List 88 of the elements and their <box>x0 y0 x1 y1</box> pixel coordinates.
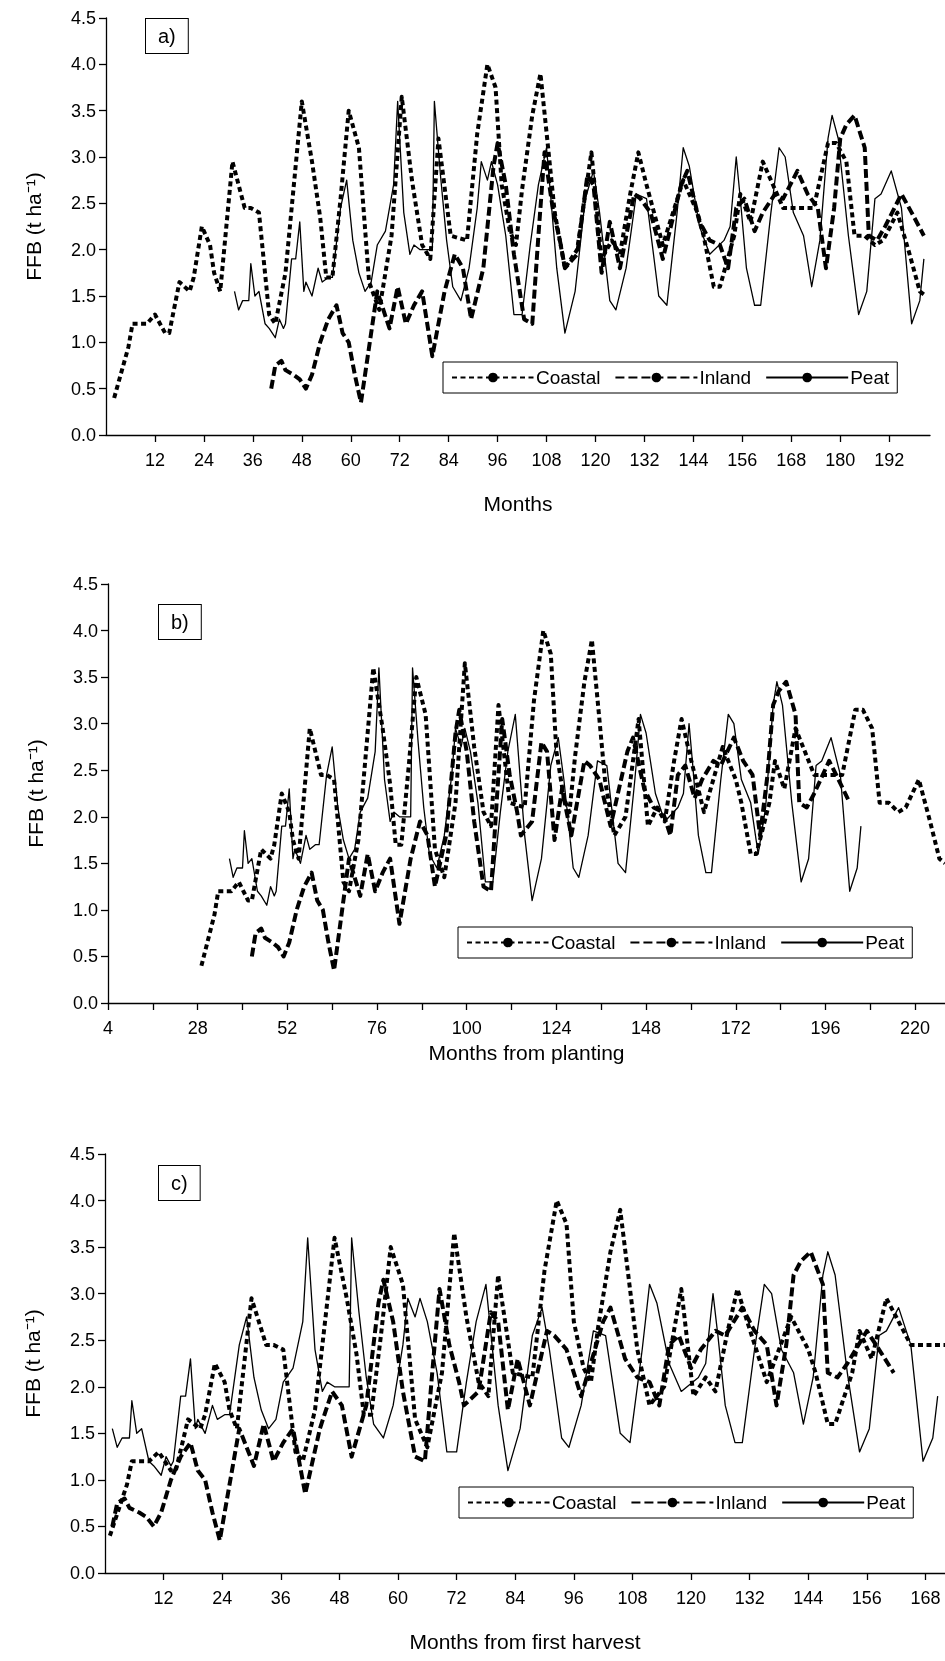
x-tick-label: 96 <box>487 450 508 470</box>
x-tick-label: 156 <box>851 1588 882 1608</box>
x-tick-label: 108 <box>531 450 562 470</box>
x-tick-label: 60 <box>340 450 361 470</box>
x-tick-label: 36 <box>242 450 263 470</box>
x-tick-label: 52 <box>277 1018 298 1038</box>
x-tick-label: 12 <box>153 1588 174 1608</box>
x-tick-label: 120 <box>580 450 611 470</box>
x-axis-title: Months <box>483 492 553 515</box>
x-tick-label: 72 <box>389 450 410 470</box>
x-tick-label: 144 <box>793 1588 824 1608</box>
x-tick-label: 144 <box>678 450 709 470</box>
y-tick-label: 0.0 <box>69 1563 95 1583</box>
y-tick-label: 3.5 <box>70 100 96 121</box>
x-axis-title: Months from first harvest <box>409 1630 641 1653</box>
legend-label: Coastal <box>552 1492 617 1513</box>
x-tick-label: 76 <box>367 1018 388 1038</box>
y-tick-label: 1.0 <box>72 899 98 920</box>
y-tick-label: 0.5 <box>72 946 98 967</box>
y-tick-label: 3.5 <box>72 667 98 688</box>
y-tick-label: 0.5 <box>69 1516 95 1537</box>
y-tick-label: 3.5 <box>69 1237 95 1258</box>
x-tick-label: 220 <box>900 1018 931 1038</box>
y-axis-title: FFB (t ha⁻¹) <box>24 739 47 848</box>
x-tick-label: 60 <box>388 1588 409 1608</box>
x-tick-label: 84 <box>505 1588 526 1608</box>
x-tick-label: 156 <box>727 450 758 470</box>
y-tick-label: 4.0 <box>72 620 98 641</box>
annotation: b) <box>171 611 189 633</box>
y-tick-label: 4.0 <box>70 54 96 75</box>
y-tick-label: 2.0 <box>72 806 98 827</box>
x-tick-label: 148 <box>631 1018 662 1038</box>
y-tick-label: 2.0 <box>69 1376 95 1397</box>
x-tick-label: 172 <box>720 1018 751 1038</box>
y-tick-label: 2.5 <box>72 760 98 781</box>
x-tick-label: 48 <box>329 1588 350 1608</box>
x-tick-label: 36 <box>270 1588 291 1608</box>
x-axis-title: Months from planting <box>428 1040 625 1064</box>
x-tick-label: 48 <box>291 450 312 470</box>
y-tick-label: 1.5 <box>72 853 98 874</box>
annotation: c) <box>171 1172 188 1194</box>
x-tick-label: 24 <box>193 450 214 470</box>
y-tick-label: 2.5 <box>70 193 96 214</box>
x-tick-label: 124 <box>541 1018 572 1038</box>
legend-label: Inland <box>699 367 752 388</box>
y-tick-label: 4.5 <box>70 8 96 28</box>
x-tick-label: 12 <box>144 450 165 470</box>
y-tick-label: 1.0 <box>69 1469 95 1490</box>
y-axis-title: FFB (t ha⁻¹) <box>22 172 45 281</box>
legend-label: Coastal <box>551 932 616 953</box>
legend-label: Peat <box>850 367 890 388</box>
y-tick-label: 2.0 <box>70 239 96 260</box>
y-tick-label: 3.0 <box>69 1283 95 1304</box>
x-tick-label: 120 <box>676 1588 707 1608</box>
legend-label: Inland <box>714 932 767 953</box>
x-tick-label: 196 <box>810 1018 841 1038</box>
annotation: a) <box>158 25 176 47</box>
x-tick-label: 180 <box>825 450 856 470</box>
y-tick-label: 4.0 <box>69 1190 95 1211</box>
x-tick-label: 96 <box>563 1588 584 1608</box>
x-tick-label: 192 <box>874 450 905 470</box>
y-tick-label: 0.5 <box>70 378 96 399</box>
x-tick-label: 72 <box>446 1588 467 1608</box>
x-tick-label: 28 <box>187 1018 208 1038</box>
x-tick-label: 168 <box>776 450 807 470</box>
y-tick-label: 4.5 <box>72 574 98 594</box>
y-tick-label: 1.0 <box>70 332 96 353</box>
y-tick-label: 3.0 <box>72 713 98 734</box>
y-tick-label: 3.0 <box>70 147 96 167</box>
y-tick-label: 1.5 <box>70 286 96 306</box>
x-tick-label: 168 <box>910 1588 941 1608</box>
x-tick-label: 132 <box>734 1588 765 1608</box>
y-tick-label: 2.5 <box>69 1330 95 1351</box>
y-axis-title: FFB (t ha⁻¹) <box>21 1309 44 1418</box>
x-tick-label: 4 <box>102 1018 114 1038</box>
legend-label: Coastal <box>536 367 601 388</box>
x-tick-label: 132 <box>629 450 660 470</box>
y-tick-label: 0.0 <box>70 425 96 445</box>
legend-label: Peat <box>865 932 905 953</box>
y-tick-label: 4.5 <box>69 1144 95 1164</box>
x-tick-label: 100 <box>451 1018 482 1038</box>
legend-label: Peat <box>866 1492 906 1513</box>
x-tick-label: 24 <box>212 1588 233 1608</box>
x-tick-label: 108 <box>617 1588 648 1608</box>
y-tick-label: 0.0 <box>72 993 98 1013</box>
legend-label: Inland <box>715 1492 768 1513</box>
y-tick-label: 1.5 <box>69 1423 95 1444</box>
x-tick-label: 84 <box>438 450 459 470</box>
